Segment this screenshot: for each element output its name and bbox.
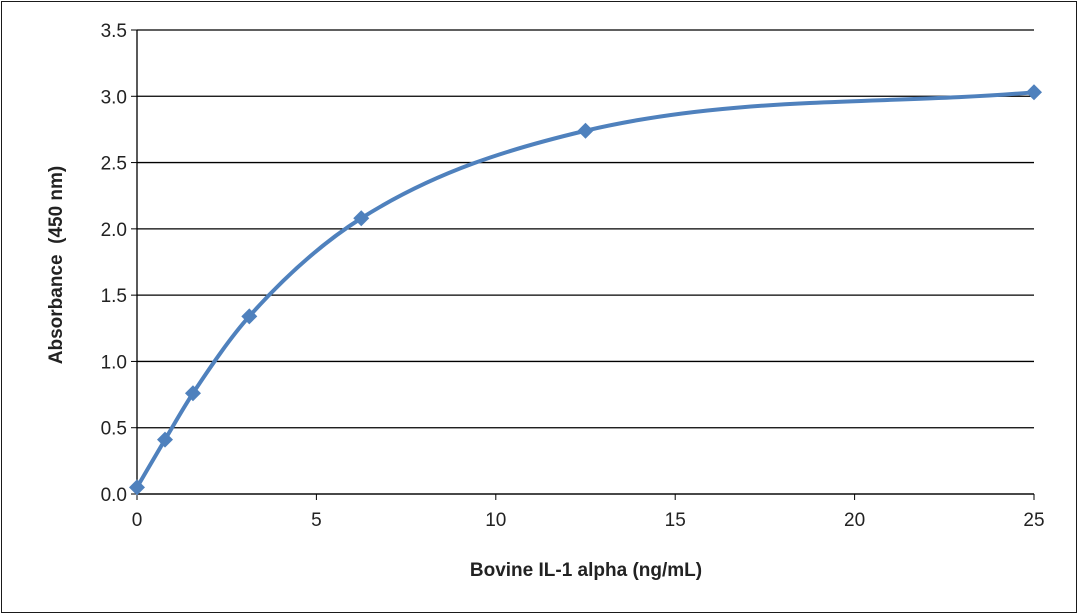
data-point-marker [184, 385, 201, 402]
data-point-marker [156, 431, 173, 448]
x-tick-label: 0 [132, 510, 143, 531]
y-tick-label: 0.5 [101, 419, 127, 440]
data-markers [129, 84, 1042, 496]
series-line [135, 90, 1035, 489]
x-axis-label: Bovine IL-1 alpha (ng/mL) [470, 560, 702, 581]
y-tick-label: 2.5 [101, 154, 127, 175]
y-tick-label: 1.5 [101, 286, 127, 307]
y-tick-label: 2.0 [101, 220, 127, 241]
y-tick-label: 3.0 [101, 87, 127, 108]
x-tick-label: 10 [485, 510, 506, 531]
data-point-marker [577, 122, 594, 139]
data-point-marker [129, 479, 145, 496]
axes [131, 29, 1035, 500]
x-tick-labels: 0 5 10 15 20 25 [132, 510, 1045, 531]
data-point-marker [1026, 84, 1042, 101]
y-axis-label: Absorbance (450 nm) [46, 166, 67, 365]
x-tick-label: 5 [311, 510, 322, 531]
y-tick-label: 0.0 [101, 485, 127, 506]
data-point-marker [353, 210, 370, 227]
x-tick-label: 20 [844, 510, 865, 531]
data-point-marker [241, 308, 258, 325]
x-tick-label: 15 [665, 510, 686, 531]
y-tick-label: 3.5 [101, 21, 127, 42]
data-series [135, 90, 1035, 489]
x-tick-label: 25 [1023, 510, 1044, 531]
y-tick-label: 1.0 [101, 352, 127, 373]
y-tick-labels: 0.0 0.5 1.0 1.5 2.0 2.5 3.0 3.5 [101, 21, 127, 506]
